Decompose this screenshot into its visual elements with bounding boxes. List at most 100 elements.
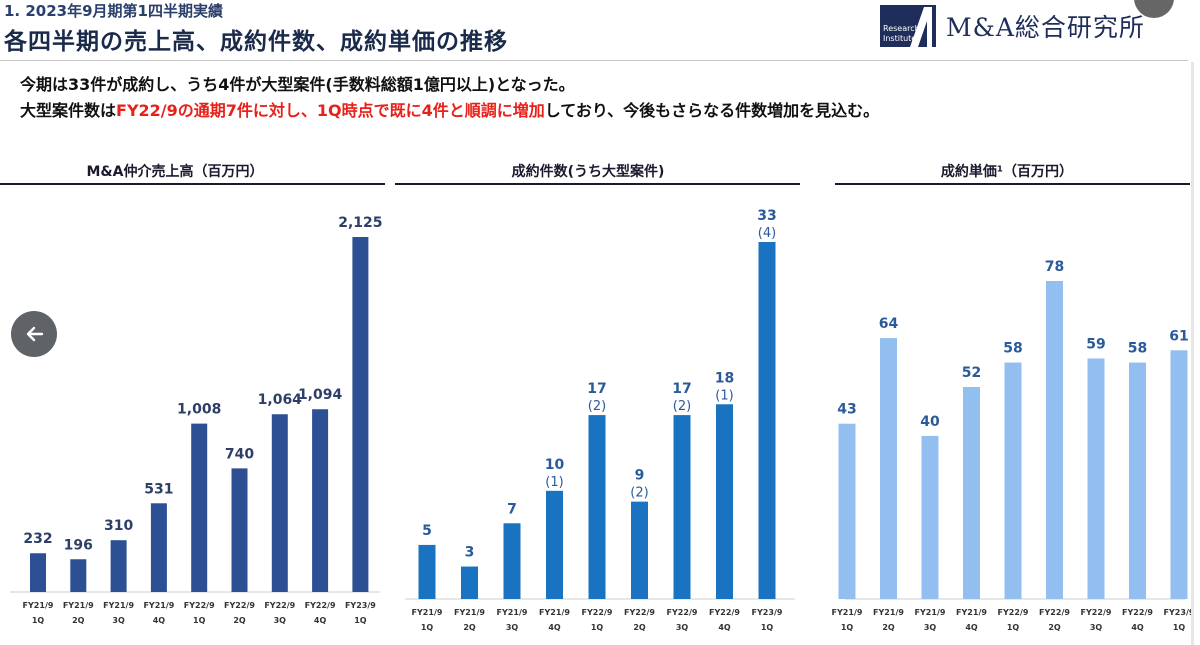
title-divider [0, 60, 1188, 61]
x-tick-label: 3Q [506, 623, 519, 632]
chart-title: M&A仲介売上高（百万円） [87, 163, 264, 180]
x-tick-label: FY21/9 [23, 601, 54, 610]
x-tick-label: FY21/9 [956, 608, 987, 617]
data-label: 310 [104, 518, 133, 534]
bar [418, 544, 436, 599]
data-sublabel: (4) [758, 226, 776, 241]
data-label: 78 [1045, 259, 1064, 275]
bar [191, 423, 208, 592]
bar [231, 468, 248, 592]
x-tick-label: FY22/9 [305, 601, 336, 610]
x-tick-label: 1Q [193, 616, 206, 625]
x-tick-label: 2Q [233, 616, 246, 625]
summary-highlight: FY22/9の通期7件に対し、1Q時点で既に4件と順調に増加 [116, 101, 545, 120]
bar [1004, 362, 1022, 599]
x-tick-label: 4Q [718, 623, 731, 632]
data-label: 17 [587, 381, 606, 397]
summary-line-2: 大型案件数はFY22/9の通期7件に対し、1Q時点で既に4件と順調に増加しており… [20, 98, 879, 124]
summary-line-1: 今期は33件が成約し、うち4件が大型案件(手数料総額1億円以上)となった。 [20, 75, 575, 94]
x-tick-label: 3Q [676, 623, 689, 632]
data-label: 9 [635, 468, 645, 484]
x-tick-label: FY22/9 [1122, 608, 1153, 617]
x-tick-label: 1Q [841, 623, 854, 632]
data-label: 17 [672, 381, 691, 397]
bar [588, 415, 606, 599]
data-label: 531 [144, 481, 173, 497]
data-label: 33 [757, 208, 776, 224]
data-label: 61 [1169, 328, 1188, 344]
data-label: 5 [422, 523, 432, 539]
data-label: 58 [1128, 341, 1147, 357]
data-label: 2,125 [338, 215, 382, 231]
data-label: 1,008 [177, 402, 221, 418]
bar [150, 503, 167, 592]
data-sublabel: (2) [630, 486, 648, 501]
bar [352, 237, 369, 592]
x-tick-label: FY22/9 [998, 608, 1029, 617]
summary-line-2-post: しており、今後もさらなる件数増加を見込む。 [544, 101, 880, 120]
x-tick-label: 1Q [421, 623, 434, 632]
x-tick-label: FY21/9 [832, 608, 863, 617]
x-tick-label: 2Q [72, 616, 85, 625]
chart-title: 成約件数(うち大型案件) [512, 163, 665, 180]
data-sublabel: (2) [673, 399, 691, 414]
x-tick-label: FY22/9 [264, 601, 295, 610]
bar [921, 435, 939, 599]
x-tick-label: 4Q [548, 623, 561, 632]
arrow-left-icon [26, 326, 44, 342]
bar [631, 501, 648, 599]
data-label: 52 [962, 365, 981, 381]
x-tick-label: FY21/9 [915, 608, 946, 617]
x-tick-label: FY22/9 [667, 608, 698, 617]
chart-title-underline [395, 183, 800, 185]
x-tick-label: FY23/9 [345, 601, 376, 610]
x-tick-label: FY21/9 [412, 608, 443, 617]
x-tick-label: 4Q [965, 623, 978, 632]
x-tick-label: 4Q [314, 616, 327, 625]
data-label: 1,094 [298, 387, 343, 403]
bar [110, 540, 127, 592]
x-tick-label: FY21/9 [539, 608, 570, 617]
x-tick-label: 4Q [153, 616, 166, 625]
chart-title: 成約単価¹（百万円） [941, 163, 1073, 180]
data-label: 232 [23, 531, 52, 547]
x-tick-label: 3Q [1090, 623, 1103, 632]
chart-title-underline [835, 183, 1190, 185]
x-tick-label: FY22/9 [624, 608, 655, 617]
x-tick-label: FY22/9 [224, 601, 255, 610]
data-label: 196 [64, 537, 93, 553]
x-tick-label: 1Q [1173, 623, 1186, 632]
bar [838, 423, 856, 599]
data-label: 59 [1086, 336, 1105, 352]
data-sublabel: (1) [545, 475, 563, 490]
bar [758, 242, 776, 599]
bar [1046, 281, 1063, 599]
vertical-scrollbar[interactable] [1191, 62, 1194, 645]
bar [963, 387, 980, 599]
bar [30, 553, 46, 592]
x-tick-label: FY22/9 [1081, 608, 1112, 617]
x-tick-label: FY21/9 [873, 608, 904, 617]
data-label: 18 [715, 370, 734, 386]
bar [880, 338, 897, 599]
x-tick-label: FY21/9 [103, 601, 134, 610]
x-tick-label: 2Q [463, 623, 476, 632]
x-tick-label: FY23/9 [752, 608, 783, 617]
x-tick-label: FY21/9 [497, 608, 528, 617]
data-sublabel: (2) [588, 399, 606, 414]
data-label: 10 [545, 457, 565, 473]
x-tick-label: 2Q [882, 623, 895, 632]
x-tick-label: FY22/9 [1039, 608, 1070, 617]
logo-sub-2: Institute [883, 34, 916, 43]
x-tick-label: FY22/9 [709, 608, 740, 617]
section-number: 1. 2023年9月期第1四半期実績 [4, 2, 223, 20]
window-corner-button[interactable] [1134, 0, 1174, 18]
data-label: 7 [507, 501, 517, 517]
bar [461, 566, 478, 599]
back-arrow-button[interactable] [11, 311, 57, 357]
x-tick-label: 2Q [633, 623, 646, 632]
bar [271, 414, 288, 592]
summary-text: 今期は33件が成約し、うち4件が大型案件(手数料総額1億円以上)となった。 大型… [20, 72, 879, 124]
data-label: 740 [225, 446, 254, 462]
